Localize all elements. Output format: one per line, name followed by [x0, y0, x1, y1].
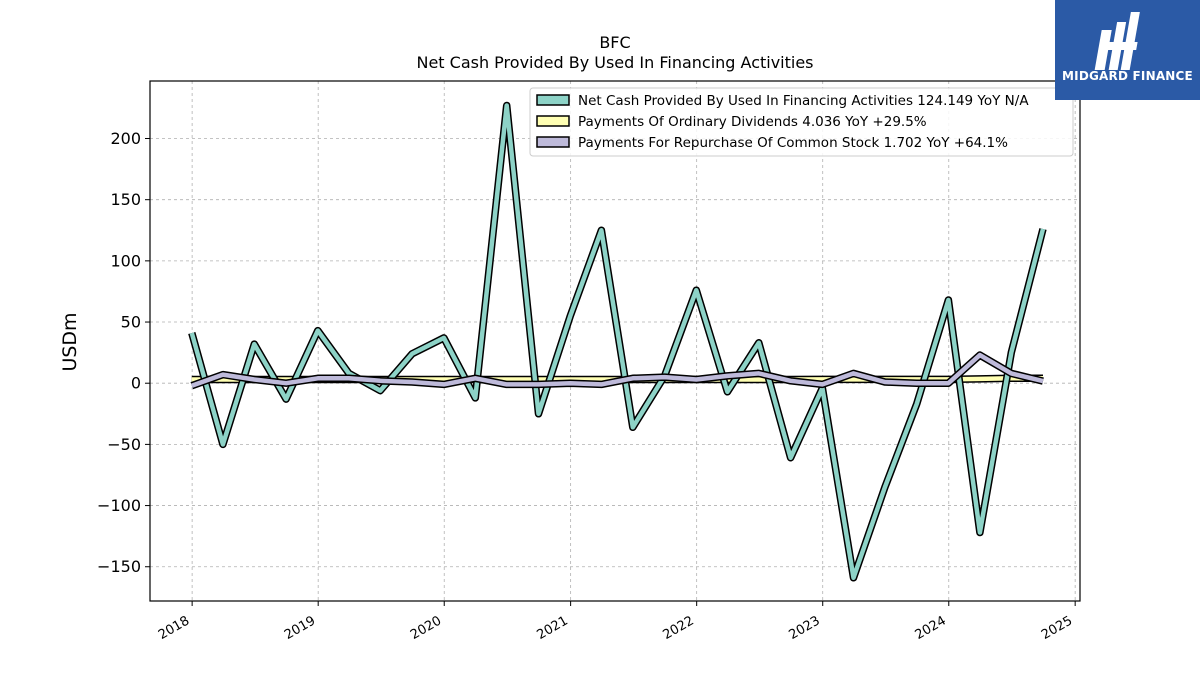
- y-tick-label: 0: [131, 374, 141, 393]
- x-tick-label: 2020: [408, 613, 444, 643]
- brand-logo-icon: [1094, 12, 1140, 70]
- brand-logo-text: MIDGARD FINANCE: [1062, 69, 1193, 83]
- x-tick-label: 2021: [534, 613, 570, 643]
- chart-ticker: BFC: [599, 33, 630, 52]
- y-tick-label: 50: [121, 313, 141, 332]
- series-line: [189, 103, 1046, 581]
- legend: Net Cash Provided By Used In Financing A…: [529, 87, 1074, 157]
- series-layer: [188, 101, 1047, 582]
- x-tick-label: 2024: [913, 613, 949, 643]
- legend-swatch: [536, 115, 570, 127]
- x-axis: 2018 2019 2020 2021 2022 2023 2024 2025: [156, 601, 1076, 643]
- y-tick-label: 100: [110, 251, 141, 270]
- x-tick-label: 2018: [156, 613, 192, 643]
- x-tick-label: 2019: [282, 613, 318, 643]
- legend-swatch: [536, 136, 570, 148]
- y-tick-label: −100: [97, 496, 141, 515]
- y-tick-label: −150: [97, 557, 141, 576]
- legend-label: Payments For Repurchase Of Common Stock …: [578, 135, 1008, 151]
- plot-area-frame: [149, 80, 1081, 602]
- y-tick-label: 200: [110, 129, 141, 148]
- chart-title: Net Cash Provided By Used In Financing A…: [416, 53, 813, 72]
- legend-label: Net Cash Provided By Used In Financing A…: [578, 93, 1029, 109]
- y-tick-label: −50: [107, 435, 141, 454]
- x-tick-label: 2023: [787, 613, 823, 643]
- y-tick-label: 150: [110, 190, 141, 209]
- brand-logo: MIDGARD FINANCE: [1055, 0, 1200, 100]
- x-tick-label: 2025: [1039, 613, 1075, 643]
- series-line: [191, 352, 1044, 388]
- legend-label: Payments Of Ordinary Dividends 4.036 YoY…: [578, 114, 927, 130]
- legend-swatch: [536, 94, 570, 106]
- x-tick-label: 2022: [661, 613, 697, 643]
- y-axis: −150 −100 −50 0 50 100 150 200: [97, 129, 150, 576]
- legend-box: [529, 87, 1074, 157]
- y-axis-label: USDm: [59, 312, 81, 371]
- grid-lines: [150, 81, 1080, 601]
